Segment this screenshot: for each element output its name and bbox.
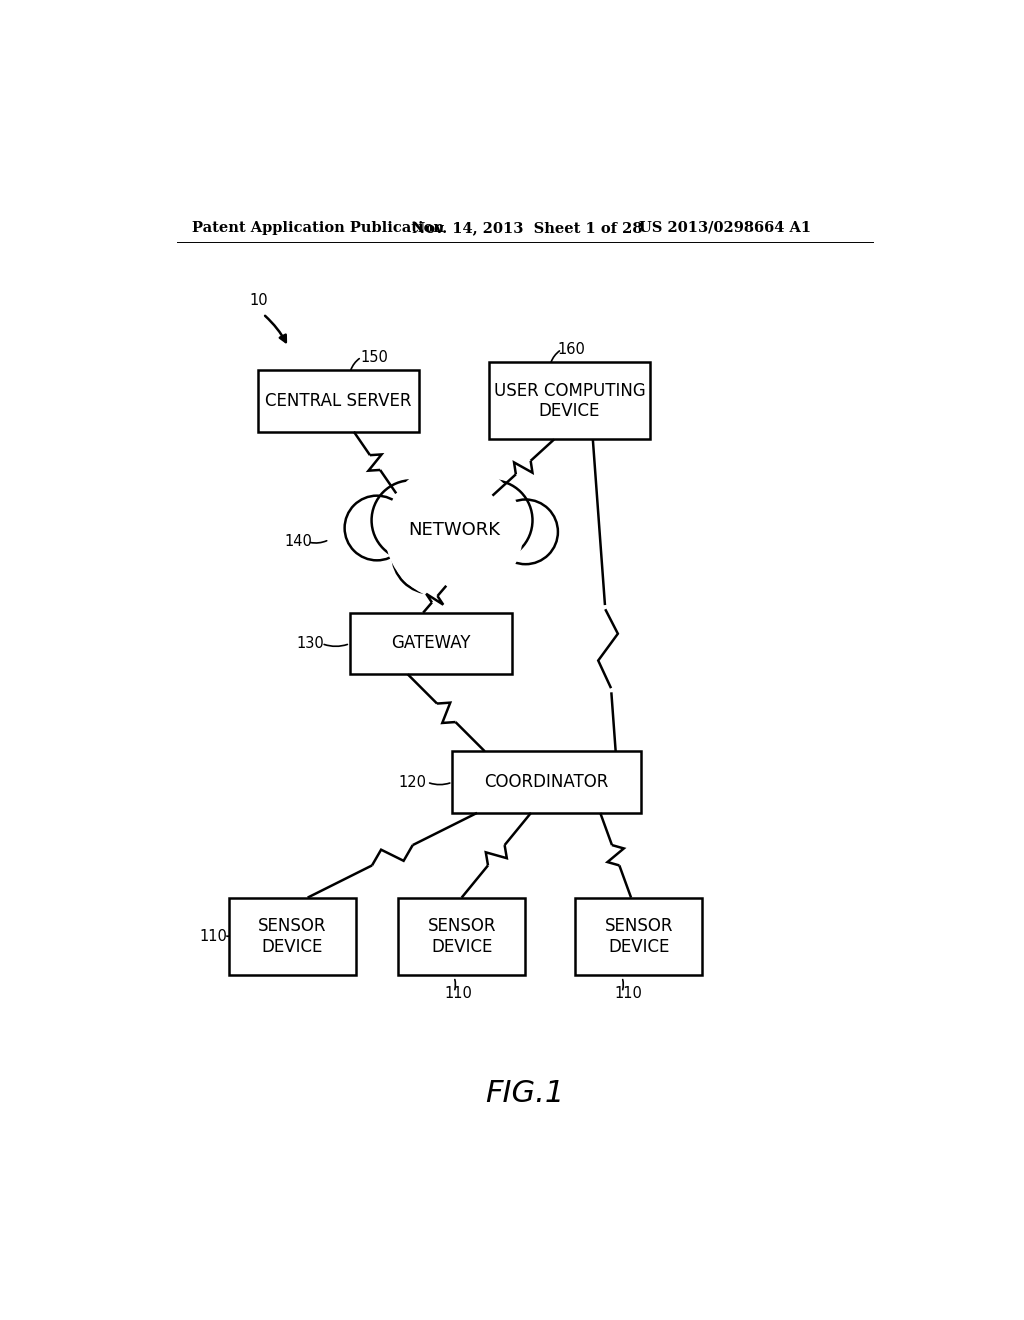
Text: 10: 10 [250, 293, 268, 309]
Circle shape [432, 517, 506, 591]
Text: COORDINATOR: COORDINATOR [484, 774, 608, 791]
Bar [488, 363, 650, 440]
Text: NETWORK: NETWORK [408, 520, 500, 539]
Text: 110: 110 [614, 986, 642, 1002]
Circle shape [494, 499, 558, 564]
Text: 120: 120 [398, 775, 427, 789]
Text: 150: 150 [360, 350, 388, 364]
Bar [350, 612, 512, 675]
Text: USER COMPUTING
DEVICE: USER COMPUTING DEVICE [494, 381, 645, 420]
Circle shape [417, 471, 490, 545]
Circle shape [453, 480, 532, 561]
Text: SENSOR
DEVICE: SENSOR DEVICE [258, 916, 327, 956]
Circle shape [372, 480, 452, 561]
Text: Nov. 14, 2013  Sheet 1 of 28: Nov. 14, 2013 Sheet 1 of 28 [412, 220, 642, 235]
Text: 160: 160 [558, 342, 586, 356]
Text: Patent Application Publication: Patent Application Publication [193, 220, 444, 235]
Bar [258, 370, 419, 432]
Text: SENSOR
DEVICE: SENSOR DEVICE [604, 916, 673, 956]
Text: 110: 110 [444, 986, 473, 1002]
Bar [398, 898, 525, 974]
Circle shape [385, 462, 523, 601]
Text: US 2013/0298664 A1: US 2013/0298664 A1 [639, 220, 811, 235]
Text: 140: 140 [285, 535, 312, 549]
Circle shape [345, 495, 410, 560]
Text: FIG.1: FIG.1 [485, 1080, 564, 1109]
Bar [452, 751, 641, 813]
Bar [228, 898, 355, 974]
Text: GATEWAY: GATEWAY [391, 635, 471, 652]
Text: 110: 110 [200, 928, 227, 944]
Circle shape [392, 516, 469, 594]
Text: 130: 130 [296, 636, 324, 651]
Text: SENSOR
DEVICE: SENSOR DEVICE [427, 916, 496, 956]
Text: CENTRAL SERVER: CENTRAL SERVER [265, 392, 412, 411]
Bar [575, 898, 702, 974]
